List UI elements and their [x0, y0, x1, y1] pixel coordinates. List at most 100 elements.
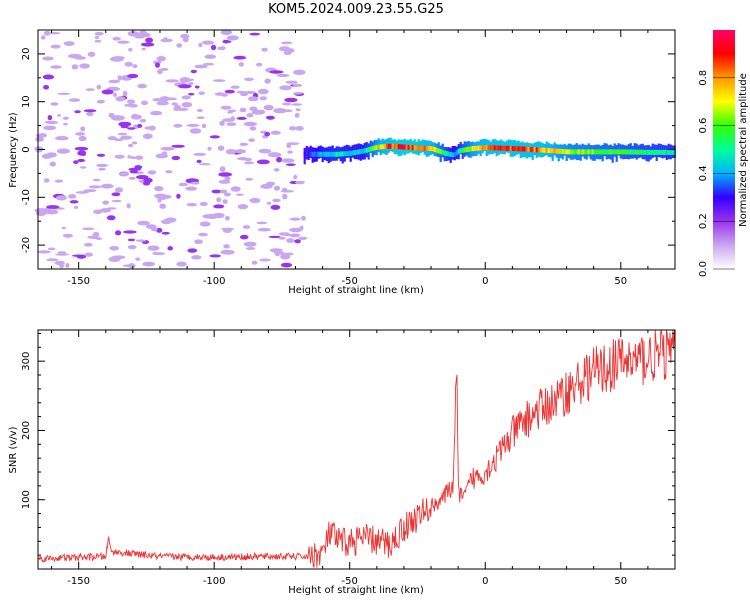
noise-speck — [155, 62, 160, 68]
noise-speck — [293, 92, 303, 95]
noise-speck — [137, 220, 150, 226]
track-cell — [599, 149, 602, 155]
x-tick-label: -150 — [67, 576, 90, 587]
noise-speck — [117, 132, 128, 136]
noise-speck — [224, 176, 231, 181]
noise-speck — [136, 175, 149, 180]
noise-speck — [188, 92, 195, 96]
noise-speck — [155, 153, 168, 159]
noise-speck — [112, 92, 117, 98]
noise-speck — [171, 144, 185, 148]
noise-speck — [225, 215, 230, 221]
track-cell — [323, 151, 326, 157]
noise-speck — [280, 254, 291, 260]
noise-speck — [217, 46, 223, 51]
noise-speck — [87, 51, 96, 57]
track-cell — [459, 148, 462, 154]
noise-speck — [114, 187, 124, 193]
track-cell — [331, 151, 334, 157]
noise-speck — [282, 232, 290, 237]
spectrogram-y-ticks: -20 -10 0 10 20 — [21, 48, 675, 253]
noise-speck — [211, 189, 222, 194]
track-cell — [621, 149, 624, 155]
noise-speck — [190, 69, 197, 74]
track-cell — [333, 151, 336, 157]
noise-speck — [115, 96, 126, 102]
track-cell — [343, 151, 346, 157]
noise-speck — [145, 224, 157, 230]
noise-speck — [65, 263, 70, 268]
noise-speck — [194, 64, 208, 69]
track-cell — [369, 146, 372, 152]
track-cell — [501, 145, 504, 151]
noise-speck — [243, 121, 258, 127]
noise-speck — [154, 186, 164, 192]
track-cell — [589, 149, 592, 155]
y-tick-label: 300 — [21, 352, 32, 371]
noise-speck — [148, 125, 156, 131]
noise-speck — [92, 178, 101, 182]
track-cell — [593, 149, 596, 155]
noise-speck — [41, 153, 52, 159]
y-tick-label: 0 — [21, 146, 32, 152]
track-cell — [475, 145, 478, 151]
noise-speck — [117, 75, 122, 81]
track-cell — [521, 146, 524, 152]
noise-speck — [198, 42, 203, 48]
noise-speck — [222, 227, 232, 233]
noise-speck — [279, 85, 292, 91]
track-cell — [453, 152, 456, 157]
noise-speck — [72, 254, 86, 257]
noise-speck — [220, 29, 233, 36]
noise-speck — [199, 201, 208, 207]
noise-speck — [83, 242, 93, 247]
noise-speck — [270, 204, 281, 210]
noise-speck — [244, 77, 254, 82]
noise-speck — [108, 256, 121, 263]
track-cell — [603, 149, 606, 155]
noise-speck — [217, 145, 225, 151]
track-cell — [517, 146, 520, 152]
track-cell — [317, 151, 320, 157]
track-cell — [513, 146, 516, 152]
noise-speck — [69, 200, 79, 204]
noise-speck — [213, 204, 225, 209]
noise-speck — [226, 35, 239, 41]
noise-speck — [273, 108, 287, 114]
track-cell — [565, 149, 568, 155]
noise-speck — [251, 260, 258, 265]
track-halo — [319, 145, 322, 158]
noise-speck — [210, 44, 217, 51]
track-cell — [597, 149, 600, 155]
noise-speck — [291, 103, 302, 106]
track-cell — [493, 145, 496, 151]
noise-speck — [249, 197, 261, 204]
track-cell — [585, 149, 588, 155]
track-cell — [497, 145, 500, 151]
track-cell — [595, 149, 598, 155]
noise-speck — [56, 148, 70, 154]
spectrogram-y-label: Frequency (Hz) — [8, 112, 19, 188]
track-cell — [359, 149, 362, 155]
noise-speck — [223, 244, 231, 249]
noise-speck — [43, 30, 51, 36]
y-tick-label: 200 — [21, 421, 32, 440]
noise-speck — [92, 232, 100, 237]
noise-speck — [216, 197, 222, 203]
noise-speck — [212, 212, 225, 219]
track-cell — [573, 149, 576, 155]
track-cell — [457, 148, 460, 154]
noise-speck — [275, 251, 280, 257]
noise-speck — [236, 116, 247, 120]
noise-speck — [62, 116, 69, 120]
noise-speck — [50, 102, 59, 106]
noise-speck — [286, 143, 292, 148]
noise-speck — [219, 166, 226, 172]
track-cell — [345, 151, 348, 157]
noise-speck — [137, 123, 143, 128]
noise-speck — [176, 261, 187, 267]
noise-speck — [108, 112, 115, 118]
colorbar-gradient — [713, 30, 735, 269]
track-cell — [403, 144, 406, 150]
noise-speck — [47, 115, 53, 121]
